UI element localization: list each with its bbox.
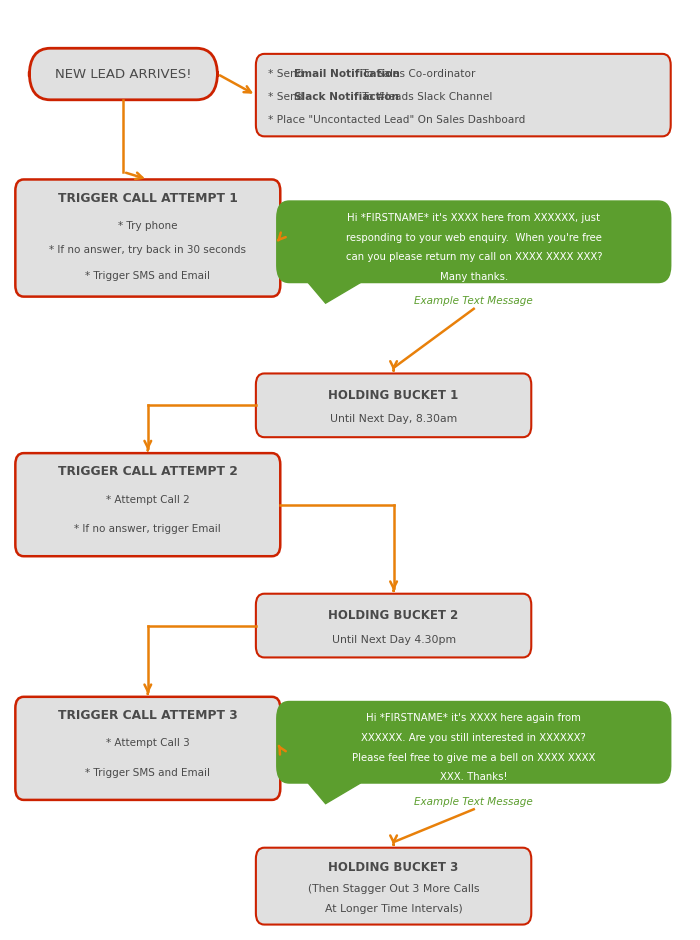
Text: HOLDING BUCKET 2: HOLDING BUCKET 2: [328, 609, 458, 622]
FancyBboxPatch shape: [15, 697, 280, 800]
FancyBboxPatch shape: [29, 48, 218, 100]
Text: * If no answer, trigger Email: * If no answer, trigger Email: [74, 525, 221, 535]
Text: Until Next Day, 8.30am: Until Next Day, 8.30am: [330, 415, 457, 424]
FancyBboxPatch shape: [276, 701, 671, 783]
Text: * Attempt Call 2: * Attempt Call 2: [106, 494, 190, 505]
Text: Hi *FIRSTNAME* it's XXXX here from XXXXXX, just: Hi *FIRSTNAME* it's XXXX here from XXXXX…: [347, 212, 601, 223]
Text: To #leads Slack Channel: To #leads Slack Channel: [359, 92, 492, 102]
Text: * Try phone: * Try phone: [118, 221, 178, 231]
FancyBboxPatch shape: [256, 594, 531, 657]
Text: * Attempt Call 3: * Attempt Call 3: [106, 738, 190, 748]
Polygon shape: [308, 783, 360, 804]
Text: Until Next Day 4.30pm: Until Next Day 4.30pm: [332, 634, 456, 645]
Text: responding to your web enquiry.  When you're free: responding to your web enquiry. When you…: [346, 232, 602, 243]
FancyBboxPatch shape: [15, 180, 280, 297]
FancyBboxPatch shape: [256, 848, 531, 925]
Text: To Sales Co-ordinator: To Sales Co-ordinator: [359, 69, 475, 79]
Text: Many thanks.: Many thanks.: [440, 272, 508, 282]
Text: TRIGGER CALL ATTEMPT 3: TRIGGER CALL ATTEMPT 3: [58, 709, 238, 722]
Text: HOLDING BUCKET 3: HOLDING BUCKET 3: [328, 861, 458, 874]
Text: NEW LEAD ARRIVES!: NEW LEAD ARRIVES!: [55, 68, 192, 81]
FancyBboxPatch shape: [15, 453, 280, 556]
Text: HOLDING BUCKET 1: HOLDING BUCKET 1: [328, 388, 458, 401]
Text: Example Text Message: Example Text Message: [414, 797, 533, 807]
Text: * Trigger SMS and Email: * Trigger SMS and Email: [85, 768, 210, 778]
Text: * Send: * Send: [268, 92, 307, 102]
FancyBboxPatch shape: [276, 201, 671, 283]
FancyBboxPatch shape: [256, 373, 531, 437]
Text: Example Text Message: Example Text Message: [414, 296, 533, 306]
Text: Email Notification: Email Notification: [294, 69, 400, 79]
Text: XXX. Thanks!: XXX. Thanks!: [440, 773, 508, 782]
Text: Hi *FIRSTNAME* it's XXXX here again from: Hi *FIRSTNAME* it's XXXX here again from: [366, 713, 581, 724]
Text: * Send: * Send: [268, 69, 307, 79]
Text: * If no answer, try back in 30 seconds: * If no answer, try back in 30 seconds: [49, 244, 246, 255]
Text: * Place "Uncontacted Lead" On Sales Dashboard: * Place "Uncontacted Lead" On Sales Dash…: [268, 115, 526, 125]
Polygon shape: [308, 283, 360, 304]
Text: * Trigger SMS and Email: * Trigger SMS and Email: [85, 271, 210, 280]
Text: (Then Stagger Out 3 More Calls: (Then Stagger Out 3 More Calls: [308, 885, 480, 894]
FancyBboxPatch shape: [256, 54, 671, 136]
Text: Slack Notifiaction: Slack Notifiaction: [294, 92, 399, 102]
Text: can you please return my call on XXXX XXXX XXX?: can you please return my call on XXXX XX…: [346, 252, 602, 262]
Text: XXXXXX. Are you still interested in XXXXXX?: XXXXXX. Are you still interested in XXXX…: [361, 733, 586, 743]
Text: TRIGGER CALL ATTEMPT 2: TRIGGER CALL ATTEMPT 2: [58, 465, 238, 478]
Text: Please feel free to give me a bell on XXXX XXXX: Please feel free to give me a bell on XX…: [352, 753, 596, 762]
Text: TRIGGER CALL ATTEMPT 1: TRIGGER CALL ATTEMPT 1: [58, 192, 238, 205]
Text: At Longer Time Intervals): At Longer Time Intervals): [325, 904, 463, 915]
